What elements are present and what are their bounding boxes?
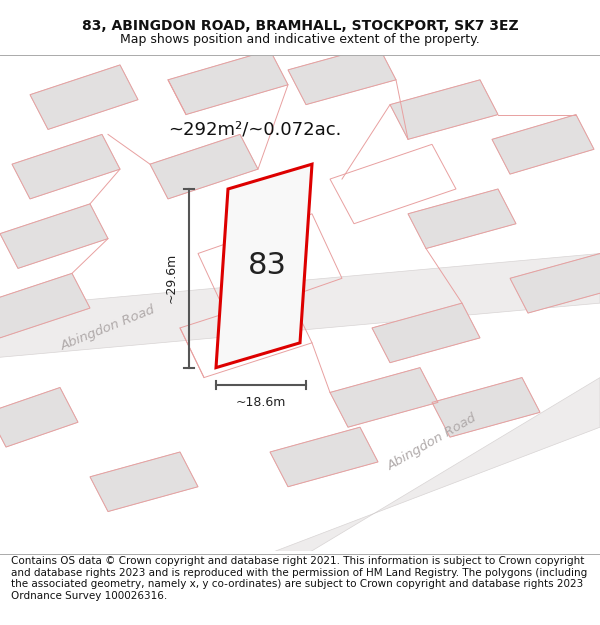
Text: Abingdon Road: Abingdon Road (385, 411, 479, 473)
Polygon shape (12, 134, 120, 199)
Polygon shape (288, 45, 396, 104)
Text: Abingdon Road: Abingdon Road (59, 303, 157, 353)
Polygon shape (0, 254, 600, 362)
Polygon shape (150, 134, 258, 199)
Polygon shape (408, 189, 516, 249)
Polygon shape (0, 388, 78, 447)
Text: Contains OS data © Crown copyright and database right 2021. This information is : Contains OS data © Crown copyright and d… (11, 556, 587, 601)
Polygon shape (0, 273, 90, 338)
Polygon shape (510, 254, 600, 313)
Polygon shape (0, 204, 108, 268)
Polygon shape (168, 50, 288, 114)
Polygon shape (216, 164, 312, 368)
Text: ~292m²/~0.072ac.: ~292m²/~0.072ac. (168, 121, 341, 138)
Polygon shape (210, 378, 600, 576)
Text: Map shows position and indicative extent of the property.: Map shows position and indicative extent… (120, 34, 480, 46)
Polygon shape (492, 114, 594, 174)
Polygon shape (90, 452, 198, 511)
Polygon shape (432, 378, 540, 437)
Polygon shape (390, 80, 498, 139)
Text: ~29.6m: ~29.6m (164, 253, 178, 303)
Text: ~18.6m: ~18.6m (236, 396, 286, 409)
Polygon shape (270, 428, 378, 487)
Polygon shape (372, 303, 480, 362)
Text: 83, ABINGDON ROAD, BRAMHALL, STOCKPORT, SK7 3EZ: 83, ABINGDON ROAD, BRAMHALL, STOCKPORT, … (82, 19, 518, 33)
Polygon shape (30, 65, 138, 129)
Text: 83: 83 (248, 251, 287, 281)
Polygon shape (330, 368, 438, 428)
